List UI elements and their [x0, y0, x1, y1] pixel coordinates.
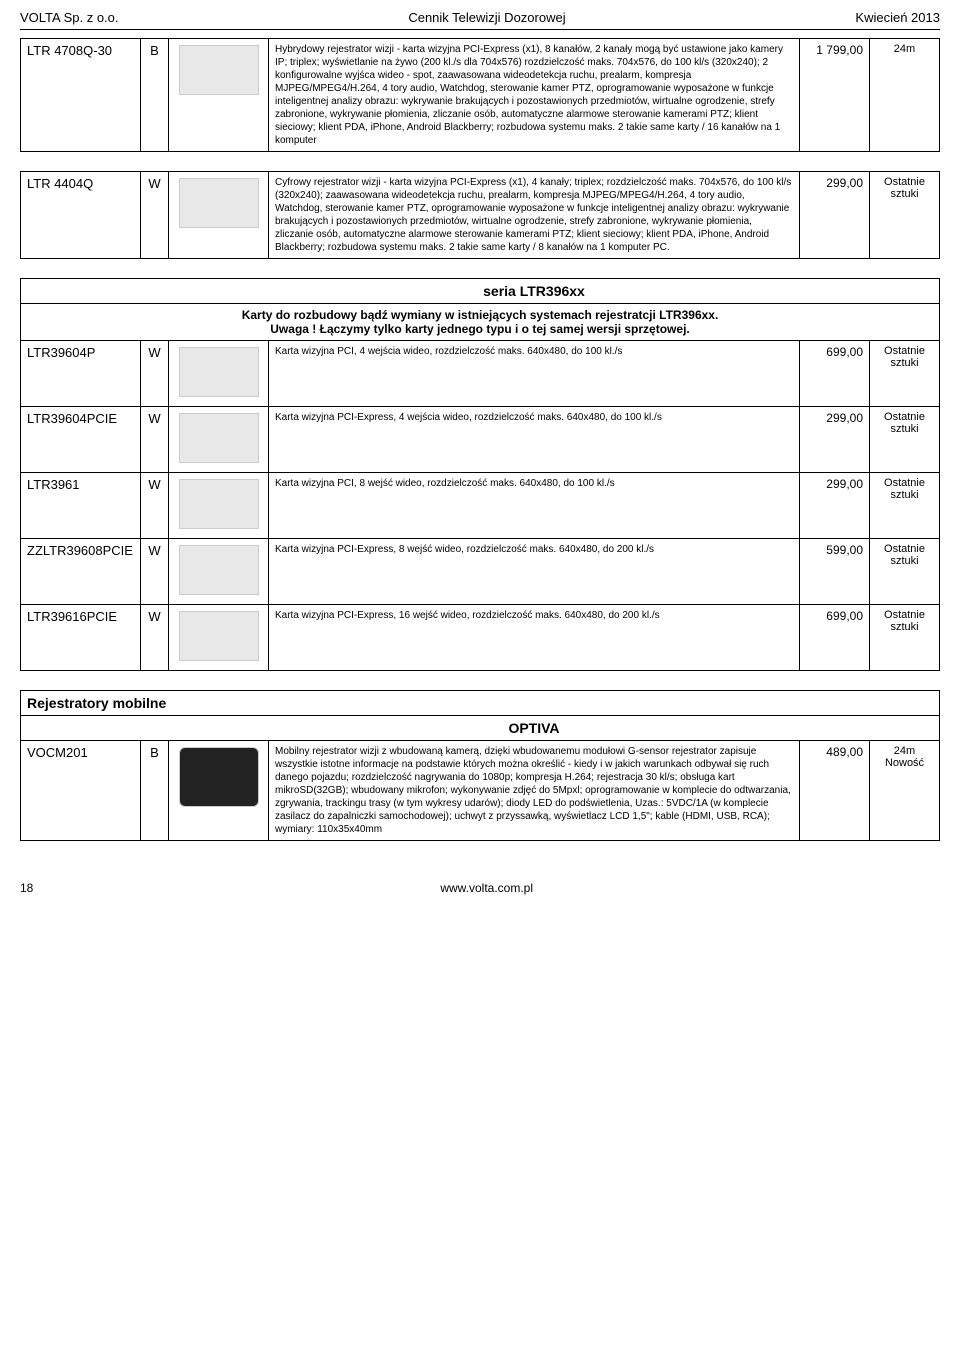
product-status: W [141, 473, 169, 539]
product-note: Ostatnie sztuki [870, 341, 940, 407]
product-image-cell [169, 539, 269, 605]
product-image-cell [169, 172, 269, 259]
product-price: 699,00 [800, 605, 870, 671]
product-price: 299,00 [800, 407, 870, 473]
page-footer: 18 www.volta.com.pl [20, 881, 940, 895]
product-image-cell [169, 341, 269, 407]
product-price: 299,00 [800, 172, 870, 259]
product-desc: Karta wizyjna PCI-Express, 16 wejść wide… [269, 605, 800, 671]
product-desc: Karta wizyjna PCI-Express, 8 wejść wideo… [269, 539, 800, 605]
product-code: LTR39604PCIE [21, 407, 141, 473]
product-image-cell [169, 605, 269, 671]
product-desc: Karta wizyjna PCI, 4 wejścia wideo, rozd… [269, 341, 800, 407]
product-status: W [141, 341, 169, 407]
section-sub-row: Karty do rozbudowy bądź wymiany w istnie… [21, 304, 940, 341]
product-price: 299,00 [800, 473, 870, 539]
table-row: LTR3961 W Karta wizyjna PCI, 8 wejść wid… [21, 473, 940, 539]
product-image [179, 545, 259, 595]
brand-row: OPTIVA [21, 716, 940, 741]
table-row: ZZLTR39608PCIE W Karta wizyjna PCI-Expre… [21, 539, 940, 605]
product-status: W [141, 407, 169, 473]
doc-title: Cennik Telewizji Dozorowej [408, 10, 565, 25]
product-status: W [141, 605, 169, 671]
product-note: Ostatnie sztuki [870, 605, 940, 671]
page-header: VOLTA Sp. z o.o. Cennik Telewizji Dozoro… [20, 10, 940, 30]
page-number: 18 [20, 881, 33, 895]
product-code: LTR39604P [21, 341, 141, 407]
section-title: seria LTR396xx [269, 279, 800, 304]
footer-url: www.volta.com.pl [440, 881, 533, 895]
product-code: LTR 4404Q [21, 172, 141, 259]
table-row: LTR39604PCIE W Karta wizyjna PCI-Express… [21, 407, 940, 473]
table-row: LTR 4708Q-30 B Hybrydowy rejestrator wiz… [21, 39, 940, 152]
product-image [179, 178, 259, 228]
product-image-cell [169, 39, 269, 152]
product-image [179, 413, 259, 463]
product-code: VOCM201 [21, 741, 141, 841]
section-header-row: seria LTR396xx [21, 279, 940, 304]
product-code: ZZLTR39608PCIE [21, 539, 141, 605]
category-title: Rejestratory mobilne [21, 691, 940, 716]
product-image [179, 347, 259, 397]
product-image [179, 611, 259, 661]
table-row: LTR39604P W Karta wizyjna PCI, 4 wejścia… [21, 341, 940, 407]
product-status: B [141, 741, 169, 841]
product-note: Ostatnie sztuki [870, 172, 940, 259]
company-name: VOLTA Sp. z o.o. [20, 10, 119, 25]
product-desc: Cyfrowy rejestrator wizji - karta wizyjn… [269, 172, 800, 259]
price-table: LTR 4708Q-30 B Hybrydowy rejestrator wiz… [20, 38, 940, 841]
product-image [179, 479, 259, 529]
product-status: B [141, 39, 169, 152]
product-image-cell [169, 741, 269, 841]
product-price: 1 799,00 [800, 39, 870, 152]
product-note: 24m Nowość [870, 741, 940, 841]
product-desc: Hybrydowy rejestrator wizji - karta wizy… [269, 39, 800, 152]
table-row: VOCM201 B Mobilny rejestrator wizji z wb… [21, 741, 940, 841]
product-price: 699,00 [800, 341, 870, 407]
product-code: LTR 4708Q-30 [21, 39, 141, 152]
product-note: Ostatnie sztuki [870, 407, 940, 473]
brand-title: OPTIVA [269, 716, 800, 741]
section-subtitle-2: Uwaga ! Łączymy tylko karty jednego typu… [27, 322, 933, 336]
section-subtitle-1: Karty do rozbudowy bądź wymiany w istnie… [27, 308, 933, 322]
product-note: Ostatnie sztuki [870, 473, 940, 539]
product-status: W [141, 539, 169, 605]
category-row: Rejestratory mobilne [21, 691, 940, 716]
product-price: 599,00 [800, 539, 870, 605]
product-price: 489,00 [800, 741, 870, 841]
product-code: LTR3961 [21, 473, 141, 539]
product-desc: Karta wizyjna PCI, 8 wejść wideo, rozdzi… [269, 473, 800, 539]
product-code: LTR39616PCIE [21, 605, 141, 671]
table-row: LTR39616PCIE W Karta wizyjna PCI-Express… [21, 605, 940, 671]
doc-date: Kwiecień 2013 [855, 10, 940, 25]
table-row: LTR 4404Q W Cyfrowy rejestrator wizji - … [21, 172, 940, 259]
product-desc: Karta wizyjna PCI-Express, 4 wejścia wid… [269, 407, 800, 473]
product-note: Ostatnie sztuki [870, 539, 940, 605]
product-image [179, 45, 259, 95]
product-image [179, 747, 259, 807]
product-desc: Mobilny rejestrator wizji z wbudowaną ka… [269, 741, 800, 841]
product-image-cell [169, 473, 269, 539]
product-status: W [141, 172, 169, 259]
product-image-cell [169, 407, 269, 473]
product-note: 24m [870, 39, 940, 152]
